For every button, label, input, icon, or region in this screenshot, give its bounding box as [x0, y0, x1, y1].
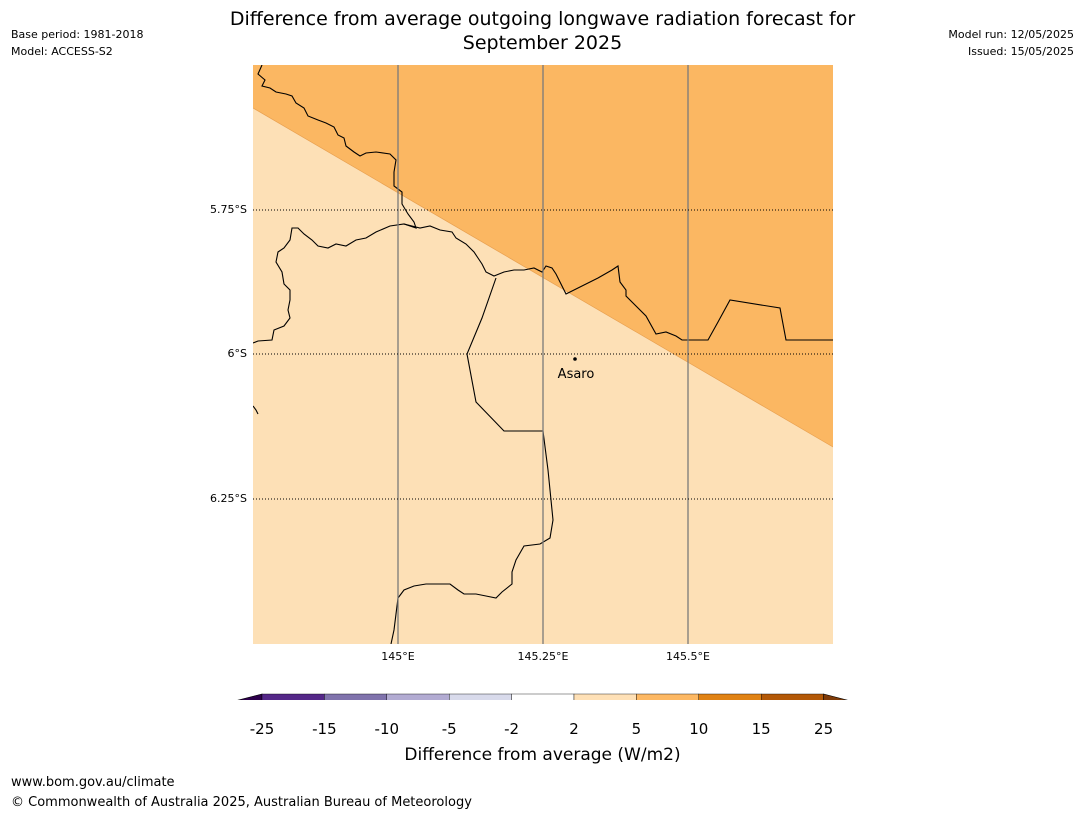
colorbar-tick-label: -25: [249, 720, 275, 738]
graticule-parallels: [253, 209, 833, 500]
colorbar-title: Difference from average (W/m2): [404, 745, 681, 765]
colorbar-swatch: [511, 693, 575, 700]
colorbar-tick-label: 25: [814, 720, 834, 738]
footer-copyright: © Commonwealth of Australia 2025, Austra…: [11, 795, 472, 810]
colorbar-swatch: [386, 693, 450, 700]
lon-label: 145.25°E: [518, 650, 569, 663]
colorbar-swatch: [636, 693, 700, 700]
coastline-fragment: [253, 405, 259, 415]
metadata-right: Model run: 12/05/2025 Issued: 15/05/2025: [948, 26, 1074, 60]
latitude-labels: 5.75°S 6°S 6.25°S: [210, 203, 247, 505]
colorbar-swatch: [449, 693, 512, 700]
colorbar-tick-label: 5: [631, 720, 642, 738]
graticule-meridians: [397, 65, 689, 644]
colorbar-swatch: [261, 693, 325, 700]
map-title: Difference from average outgoing longwav…: [0, 7, 1085, 55]
place-marker: [573, 357, 577, 361]
footer-url: www.bom.gov.au/climate: [11, 775, 175, 790]
colorbar-swatch: [761, 693, 824, 700]
longitude-labels: 145°E 145.25°E 145.5°E: [381, 650, 710, 663]
map-figure: Asaro 5.75°S 6°S 6.25°S 145°E 145.25°E 1…: [210, 65, 848, 700]
title-line-1: Difference from average outgoing longwav…: [229, 8, 856, 30]
colorbar-tick-label: 10: [689, 720, 709, 738]
map-panel: Asaro: [253, 65, 833, 644]
colorbar-swatch: [698, 693, 762, 700]
lat-label: 6°S: [228, 347, 247, 360]
colorbar-tick-label: -10: [374, 720, 400, 738]
metadata-left: Base period: 1981-2018 Model: ACCESS-S2: [11, 26, 143, 60]
province-boundary: [403, 223, 833, 341]
lon-label: 145.5°E: [666, 650, 710, 663]
model-run-text: Model run: 12/05/2025: [948, 28, 1074, 41]
colorbar: [237, 693, 848, 700]
lat-label: 6.25°S: [210, 492, 247, 505]
model-text: Model: ACCESS-S2: [11, 45, 113, 58]
colorbar-tick-label: 2: [569, 720, 579, 738]
lon-label: 145°E: [381, 650, 414, 663]
colorbar-tick-label: -5: [441, 720, 457, 738]
colorbar-swatch: [324, 693, 387, 700]
base-period-text: Base period: 1981-2018: [11, 28, 144, 41]
colorbar-swatch: [573, 693, 637, 700]
colorbar-tick-label: 15: [751, 720, 771, 738]
colorbar-tick-label: -2: [504, 720, 520, 738]
issued-text: Issued: 15/05/2025: [967, 45, 1074, 58]
colorbar-extend-high: [823, 693, 848, 700]
province-boundary: [390, 277, 554, 644]
colorbar-tick-label: -15: [312, 720, 337, 738]
place-label: Asaro: [558, 367, 595, 382]
province-boundary: [253, 65, 417, 344]
colorbar-extend-low: [237, 693, 263, 700]
title-line-2: September 2025: [462, 32, 623, 54]
lat-label: 5.75°S: [210, 203, 247, 216]
